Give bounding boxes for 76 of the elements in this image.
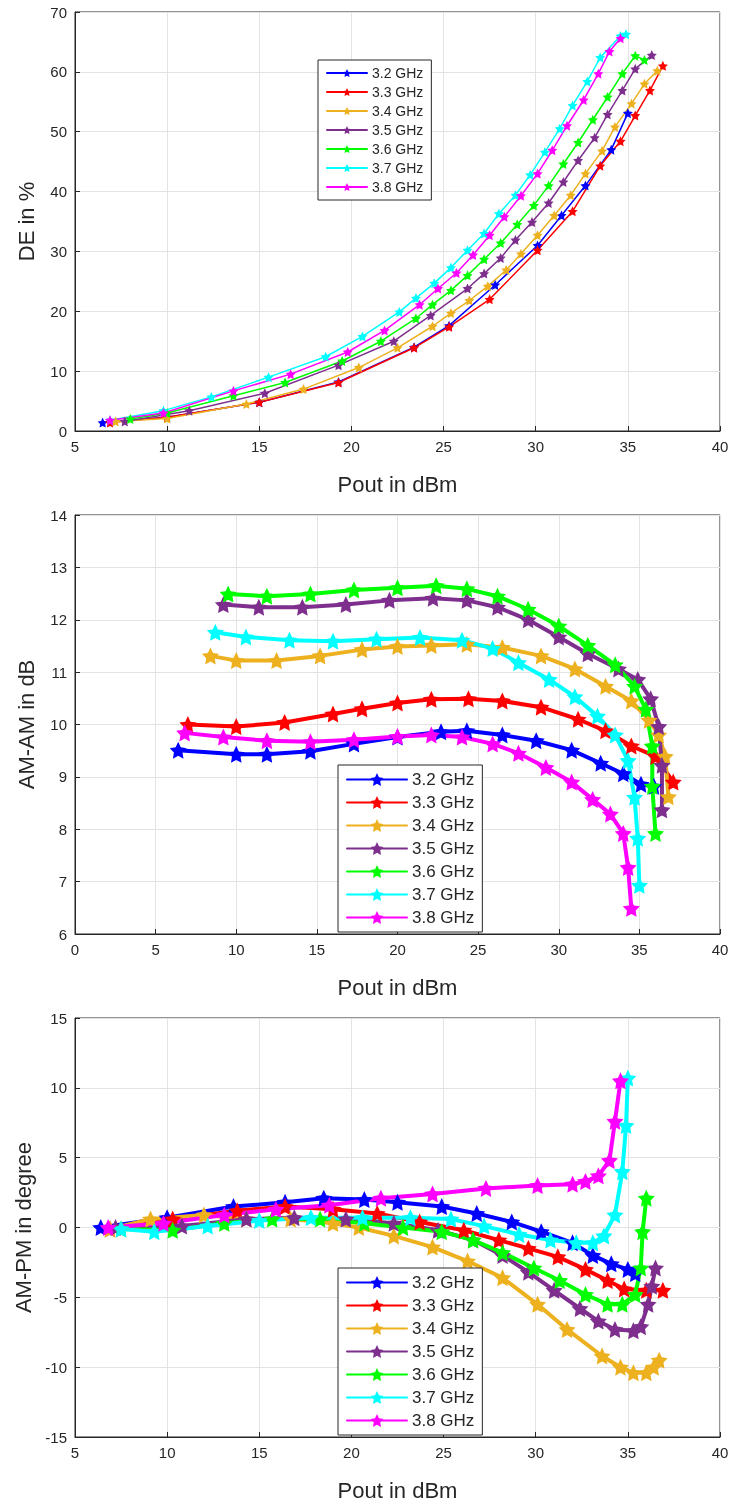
y-tick-label: -15 [45, 1428, 67, 1446]
x-tick-label: 15 [250, 438, 268, 455]
y-tick-label: 30 [50, 242, 67, 260]
y-tick-label: 10 [50, 1079, 67, 1097]
y-tick-label: 10 [50, 716, 67, 733]
legend-label: 3.3 GHz [412, 793, 475, 812]
y-tick-label: 9 [58, 768, 67, 786]
y-axis-title: DE in % [13, 181, 39, 262]
y-tick-label: 5 [58, 1149, 67, 1167]
legend-label: 3.6 GHz [412, 862, 475, 881]
y-tick-label: 11 [51, 663, 67, 681]
x-tick-label: 20 [343, 1444, 360, 1461]
x-tick-label: 40 [711, 941, 729, 958]
legend-label: 3.4 GHz [412, 816, 475, 835]
y-tick-label: 8 [58, 820, 67, 838]
x-tick-label: 35 [619, 438, 637, 455]
legend-label: 3.7 GHz [372, 160, 424, 176]
legend-label: 3.5 GHz [372, 122, 424, 138]
y-tick-label: 50 [50, 123, 67, 141]
legend-label: 3.6 GHz [412, 1365, 475, 1384]
x-tick-label: 40 [711, 438, 729, 455]
legend-label: 3.8 GHz [412, 908, 475, 927]
x-tick-label: 0 [70, 941, 80, 958]
x-tick-label: 15 [308, 941, 326, 958]
x-tick-label: 35 [619, 1444, 637, 1461]
x-tick-label: 15 [250, 1444, 268, 1461]
y-tick-label: 12 [50, 611, 67, 629]
legend-label: 3.2 GHz [372, 65, 424, 81]
x-axis-title: Pout in dBm [337, 1477, 458, 1503]
legend-label: 3.4 GHz [372, 103, 424, 119]
y-tick-label: -10 [45, 1358, 67, 1376]
x-axis-title: Pout in dBm [337, 974, 458, 1000]
legend-label: 3.2 GHz [412, 770, 475, 789]
x-tick-label: 20 [389, 941, 406, 958]
x-tick-label: 20 [343, 438, 360, 455]
x-tick-label: 35 [631, 941, 648, 958]
y-axis-title: AM-PM in degree [10, 1141, 36, 1314]
y-tick-label: 60 [50, 63, 67, 81]
legend-label: 3.5 GHz [412, 1342, 475, 1361]
y-tick-label: 40 [50, 183, 67, 201]
x-tick-label: 10 [227, 941, 245, 958]
x-tick-label: 5 [151, 941, 160, 958]
y-tick-label: 70 [50, 3, 67, 21]
x-tick-label: 30 [527, 1444, 545, 1461]
legend-label: 3.2 GHz [412, 1273, 475, 1292]
x-tick-label: 30 [527, 438, 545, 455]
legend-label: 3.7 GHz [412, 885, 475, 904]
legend-label: 3.3 GHz [412, 1296, 475, 1315]
y-tick-label: 7 [58, 873, 67, 891]
legend-label: 3.5 GHz [412, 839, 475, 858]
x-tick-label: 5 [70, 438, 80, 455]
legend-label: 3.8 GHz [412, 1411, 475, 1430]
y-tick-label: 14 [50, 506, 67, 524]
legend-label: 3.8 GHz [372, 179, 424, 195]
x-tick-label: 10 [158, 1444, 176, 1461]
legend-label: 3.3 GHz [372, 84, 424, 100]
y-tick-label: 6 [58, 925, 67, 943]
x-tick-label: 30 [550, 941, 568, 958]
y-tick-label: 10 [50, 362, 67, 380]
x-tick-label: 5 [70, 1444, 80, 1461]
y-axis-title: AM-AM in dB [13, 659, 39, 790]
x-tick-label: 10 [158, 438, 176, 455]
x-tick-label: 40 [711, 1444, 729, 1461]
x-axis-title: Pout in dBm [337, 471, 458, 497]
y-tick-label: 20 [50, 302, 67, 320]
legend-label: 3.4 GHz [412, 1319, 475, 1338]
x-tick-label: 25 [435, 438, 452, 455]
y-tick-label: 0 [58, 1219, 67, 1236]
y-tick-label: 13 [50, 558, 67, 576]
x-tick-label: 25 [435, 1444, 452, 1461]
y-tick-label: 15 [50, 1009, 67, 1027]
legend-label: 3.6 GHz [372, 141, 424, 157]
x-tick-label: 25 [469, 941, 487, 958]
y-tick-label: 0 [58, 422, 67, 440]
y-tick-label: -5 [53, 1288, 67, 1306]
legend-label: 3.7 GHz [412, 1388, 475, 1407]
